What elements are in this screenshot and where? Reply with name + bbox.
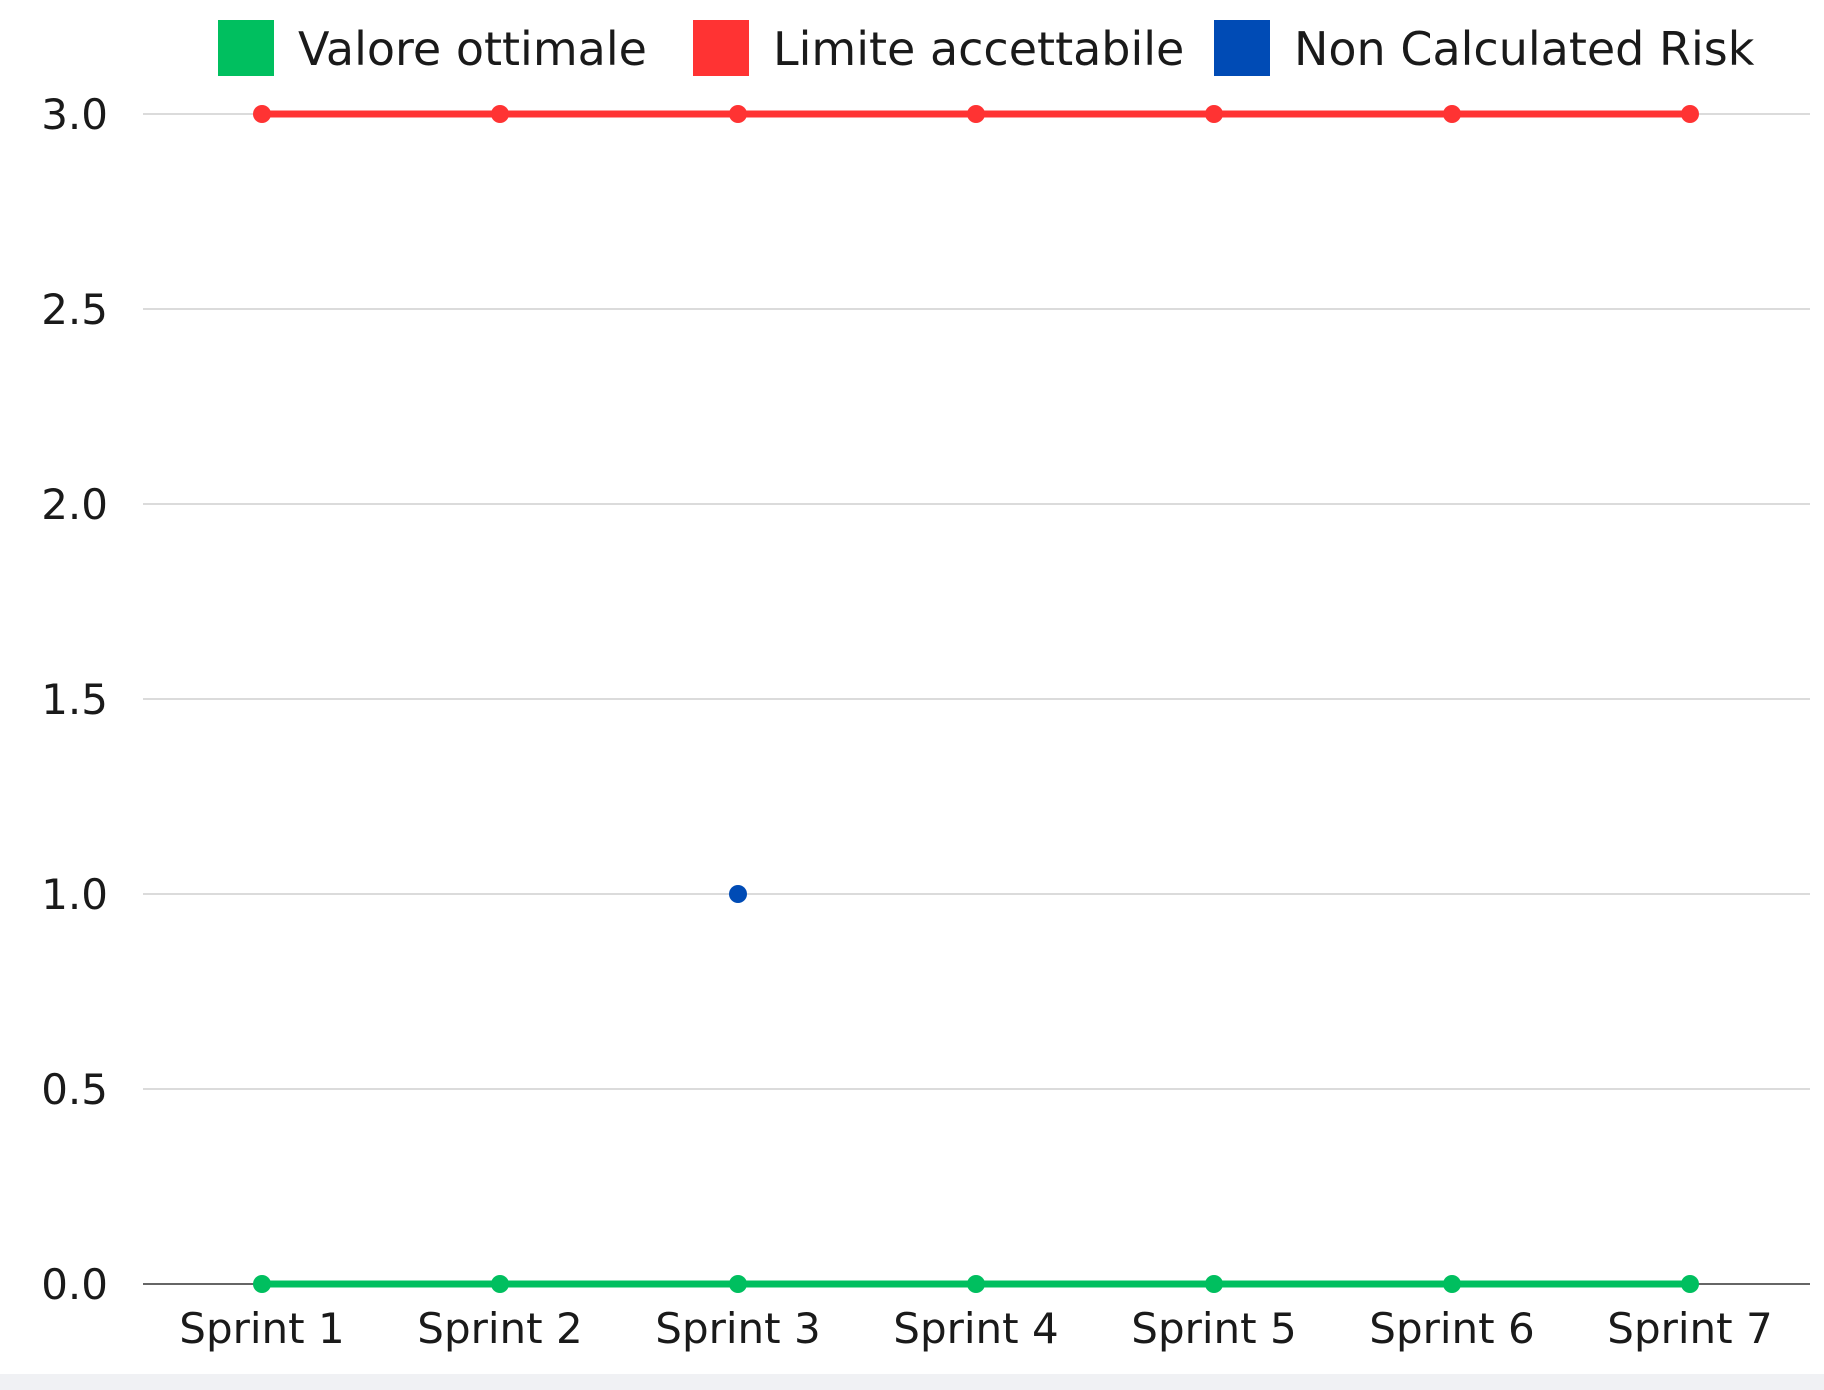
series-layer — [253, 105, 1699, 1293]
series-2 — [729, 885, 747, 903]
data-point — [253, 105, 271, 123]
legend-item: Non Calculated Risk — [1214, 20, 1755, 76]
data-point — [491, 1275, 509, 1293]
y-tick-label: 1.0 — [41, 870, 108, 919]
x-tick-label: Sprint 5 — [1131, 1304, 1296, 1353]
x-tick-label: Sprint 7 — [1607, 1304, 1772, 1353]
legend-swatch — [693, 20, 749, 76]
legend-swatch — [1214, 20, 1270, 76]
series-1 — [253, 105, 1699, 123]
data-point — [1681, 105, 1699, 123]
legend: Valore ottimale Limite accettabile Non Cal… — [218, 20, 1755, 76]
data-point — [1443, 1275, 1461, 1293]
y-tick-label: 2.5 — [41, 285, 108, 334]
data-point — [1443, 105, 1461, 123]
x-tick-label: Sprint 4 — [893, 1304, 1058, 1353]
legend-item: Valore ottimale — [218, 20, 647, 76]
data-point — [729, 885, 747, 903]
x-tick-label: Sprint 2 — [417, 1304, 582, 1353]
series-0 — [253, 1275, 1699, 1293]
data-point — [729, 105, 747, 123]
data-point — [491, 105, 509, 123]
legend-item: Limite accettabile — [693, 20, 1184, 76]
data-point — [967, 1275, 985, 1293]
y-axis: 0.0 0.5 1.0 1.5 2.0 2.5 3.0 — [41, 90, 108, 1309]
x-tick-label: Sprint 3 — [655, 1304, 820, 1353]
bottom-scroll-strip — [0, 1374, 1824, 1390]
legend-label: Limite accettabile — [773, 22, 1184, 76]
data-point — [1205, 1275, 1223, 1293]
data-point — [1205, 105, 1223, 123]
data-point — [253, 1275, 271, 1293]
x-tick-label: Sprint 6 — [1369, 1304, 1534, 1353]
y-tick-label: 2.0 — [41, 480, 108, 529]
legend-label: Non Calculated Risk — [1294, 22, 1755, 76]
data-point — [1681, 1275, 1699, 1293]
y-tick-label: 3.0 — [41, 90, 108, 139]
y-tick-label: 0.0 — [41, 1260, 108, 1309]
data-point — [967, 105, 985, 123]
x-axis: Sprint 1 Sprint 2 Sprint 3 Sprint 4 Sprint 5… — [179, 1304, 1772, 1353]
legend-label: Valore ottimale — [298, 22, 647, 76]
y-tick-label: 1.5 — [41, 675, 108, 724]
gridlines — [143, 113, 1810, 1285]
x-tick-label: Sprint 1 — [179, 1304, 344, 1353]
data-point — [729, 1275, 747, 1293]
y-tick-label: 0.5 — [41, 1065, 108, 1114]
legend-swatch — [218, 20, 274, 76]
